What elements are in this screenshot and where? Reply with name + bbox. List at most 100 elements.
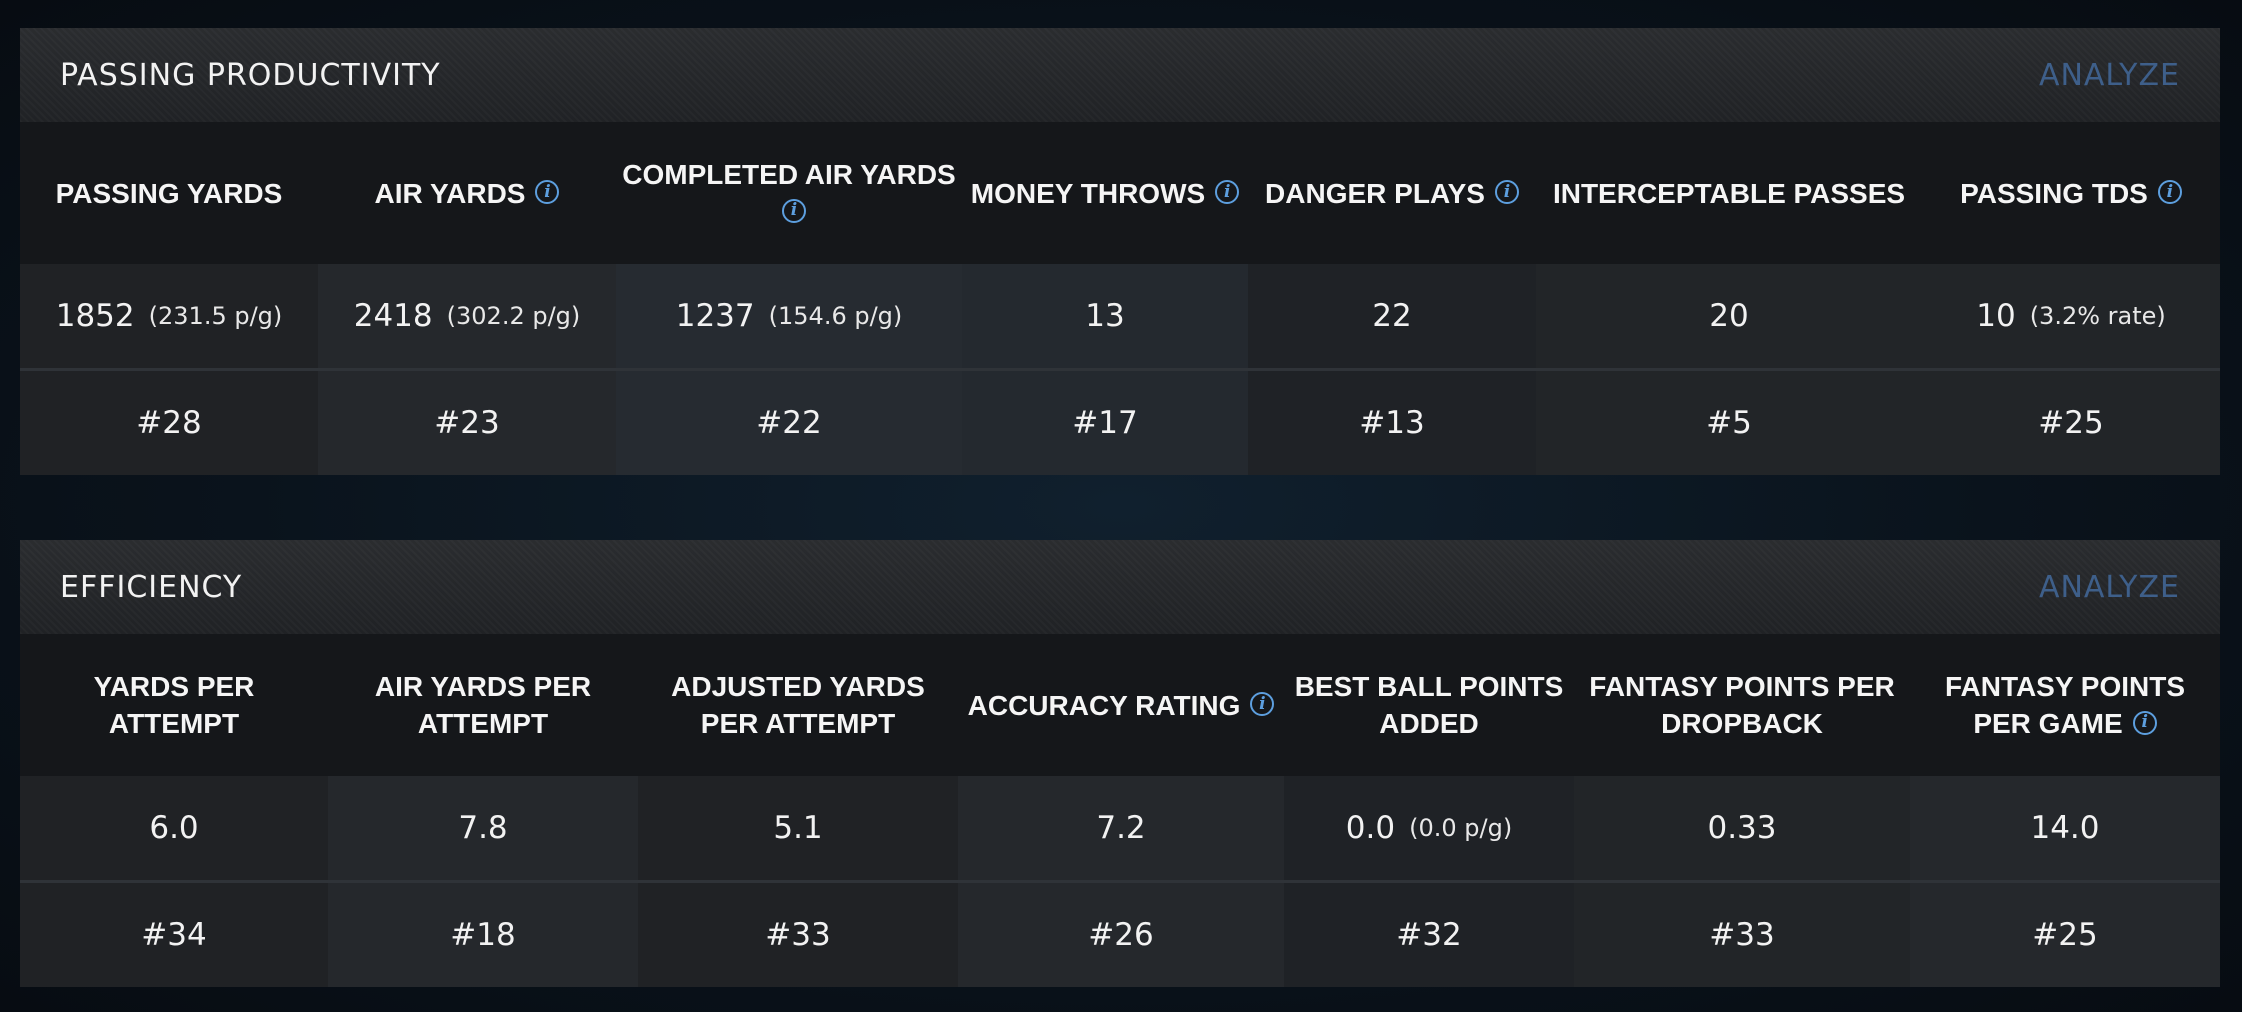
- column-header-label: MONEY THROWS: [970, 177, 1206, 209]
- stat-value-cell: 1237 (154.6 p/g): [616, 264, 962, 371]
- column-header-interceptable-passes: INTERCEPTABLE PASSES: [1536, 122, 1922, 264]
- stat-rank: #25: [2032, 917, 2098, 953]
- column-header-danger-plays: DANGER PLAYS i: [1248, 122, 1536, 264]
- column-header-air-yards: AIR YARDS i: [318, 122, 616, 264]
- stat-rank: #5: [1706, 405, 1752, 441]
- column-header-label: PASSING YARDS: [55, 177, 283, 209]
- column-header-label: ADJUSTED YARDS PER ATTEMPT: [671, 671, 925, 739]
- stat-value: 10: [1976, 298, 2016, 334]
- stat-value-cell: 13: [962, 264, 1248, 371]
- analyze-link[interactable]: ANALYZE: [2038, 57, 2180, 93]
- stat-rank-cell: #18: [328, 883, 638, 987]
- info-icon[interactable]: i: [782, 198, 806, 223]
- stat-rate: (3.2% rate): [2029, 302, 2166, 330]
- column-header-label: PASSING TDS: [1960, 177, 2148, 209]
- column-header-label: FANTASY POINTS PER GAME: [1944, 671, 2186, 739]
- stat-rank: #23: [434, 405, 500, 441]
- stat-rank-cell: #25: [1910, 883, 2220, 987]
- stat-value-cell: 1852 (231.5 p/g): [20, 264, 318, 371]
- info-icon[interactable]: i: [1215, 180, 1240, 204]
- stat-value: 20: [1709, 298, 1749, 334]
- column-header-air-yards-per-attempt: AIR YARDS PER ATTEMPT: [328, 634, 638, 776]
- info-icon[interactable]: i: [1250, 692, 1275, 716]
- stat-rank-cell: #17: [962, 371, 1248, 475]
- stat-per-game: (0.0 p/g): [1409, 814, 1513, 842]
- stat-rank-cell: #22: [616, 371, 962, 475]
- column-header-label: ACCURACY RATING: [967, 689, 1241, 721]
- stat-value-cell: 14.0: [1910, 776, 2220, 883]
- stat-rank-cell: #32: [1284, 883, 1574, 987]
- stat-value: 5.1: [773, 810, 823, 846]
- stat-value-cell: 7.8: [328, 776, 638, 883]
- column-header-accuracy-rating: ACCURACY RATING i: [958, 634, 1284, 776]
- column-header-money-throws: MONEY THROWS i: [962, 122, 1248, 264]
- stat-rank-cell: #13: [1248, 371, 1536, 475]
- column-header-best-ball-points-added: BEST BALL POINTS ADDED: [1284, 634, 1574, 776]
- info-icon[interactable]: i: [2157, 180, 2182, 204]
- column-header-label: AIR YARDS PER ATTEMPT: [374, 671, 592, 739]
- stat-rank: #13: [1359, 405, 1425, 441]
- column-header-label: INTERCEPTABLE PASSES: [1552, 177, 1906, 209]
- stat-rank-cell: #5: [1536, 371, 1922, 475]
- stat-value: 6.0: [149, 810, 199, 846]
- stat-value: 22: [1372, 298, 1412, 334]
- stat-value: 0.0: [1345, 810, 1396, 846]
- stat-value: 7.2: [1096, 810, 1146, 846]
- column-header-passing-tds: PASSING TDS i: [1922, 122, 2220, 264]
- stat-rank: #25: [2038, 405, 2104, 441]
- column-header-adjusted-yards-per-attempt: ADJUSTED YARDS PER ATTEMPT: [638, 634, 958, 776]
- column-header-passing-yards: PASSING YARDS: [20, 122, 318, 264]
- stat-rank: #18: [450, 917, 516, 953]
- column-header-label: YARDS PER ATTEMPT: [93, 671, 255, 739]
- info-icon[interactable]: i: [1494, 180, 1519, 204]
- stat-value: 1852: [55, 298, 135, 334]
- column-header-label: DANGER PLAYS: [1265, 177, 1485, 209]
- info-icon[interactable]: i: [2132, 710, 2157, 735]
- stat-rank-cell: #34: [20, 883, 328, 987]
- column-header-fantasy-points-per-game: FANTASY POINTS PER GAME i: [1910, 634, 2220, 776]
- stat-rank: #17: [1072, 405, 1138, 441]
- stat-value: 1237: [675, 298, 755, 334]
- stat-rank: #33: [1709, 917, 1775, 953]
- stat-rank: #26: [1088, 917, 1154, 953]
- stat-per-game: (154.6 p/g): [768, 302, 903, 330]
- column-header-label: AIR YARDS: [374, 177, 526, 209]
- stat-value-cell: 10 (3.2% rate): [1922, 264, 2220, 371]
- stat-rank-cell: #28: [20, 371, 318, 475]
- stat-value-cell: 5.1: [638, 776, 958, 883]
- stat-rank-cell: #33: [1574, 883, 1910, 987]
- section-title: PASSING PRODUCTIVITY: [60, 57, 441, 93]
- efficiency-stats-table: YARDS PER ATTEMPT AIR YARDS PER ATTEMPT …: [20, 634, 2220, 987]
- stat-rank-cell: #26: [958, 883, 1284, 987]
- stat-rank: #33: [765, 917, 831, 953]
- column-header-label: FANTASY POINTS PER DROPBACK: [1589, 671, 1895, 739]
- stat-value-cell: 2418 (302.2 p/g): [318, 264, 616, 371]
- column-header-yards-per-attempt: YARDS PER ATTEMPT: [20, 634, 328, 776]
- column-header-completed-air-yards: COMPLETED AIR YARDS i: [616, 122, 962, 264]
- efficiency-header: EFFICIENCY ANALYZE: [20, 540, 2220, 634]
- stat-value: 0.33: [1707, 810, 1777, 846]
- stat-rank: #22: [756, 405, 822, 441]
- section-title: EFFICIENCY: [60, 569, 243, 605]
- stat-value-cell: 7.2: [958, 776, 1284, 883]
- stat-value: 2418: [353, 298, 433, 334]
- stat-rank-cell: #25: [1922, 371, 2220, 475]
- column-header-label: BEST BALL POINTS ADDED: [1294, 671, 1564, 739]
- stat-value: 14.0: [2030, 810, 2100, 846]
- stat-rank-cell: #23: [318, 371, 616, 475]
- column-header-fantasy-points-per-dropback: FANTASY POINTS PER DROPBACK: [1574, 634, 1910, 776]
- stat-rank-cell: #33: [638, 883, 958, 987]
- stat-rank: #28: [136, 405, 202, 441]
- efficiency-panel: EFFICIENCY ANALYZE YARDS PER ATTEMPT AIR…: [20, 540, 2220, 987]
- stat-per-game: (231.5 p/g): [148, 302, 283, 330]
- stat-value-cell: 20: [1536, 264, 1922, 371]
- analyze-link[interactable]: ANALYZE: [2038, 569, 2180, 605]
- stat-value-cell: 22: [1248, 264, 1536, 371]
- passing-productivity-stats-table: PASSING YARDS AIR YARDS i COMPLETED AIR Y…: [20, 122, 2220, 475]
- stat-value-cell: 0.33: [1574, 776, 1910, 883]
- stat-value-cell: 6.0: [20, 776, 328, 883]
- stat-value: 7.8: [458, 810, 508, 846]
- stat-value-cell: 0.0 (0.0 p/g): [1284, 776, 1574, 883]
- stat-rank: #32: [1396, 917, 1462, 953]
- info-icon[interactable]: i: [535, 180, 560, 204]
